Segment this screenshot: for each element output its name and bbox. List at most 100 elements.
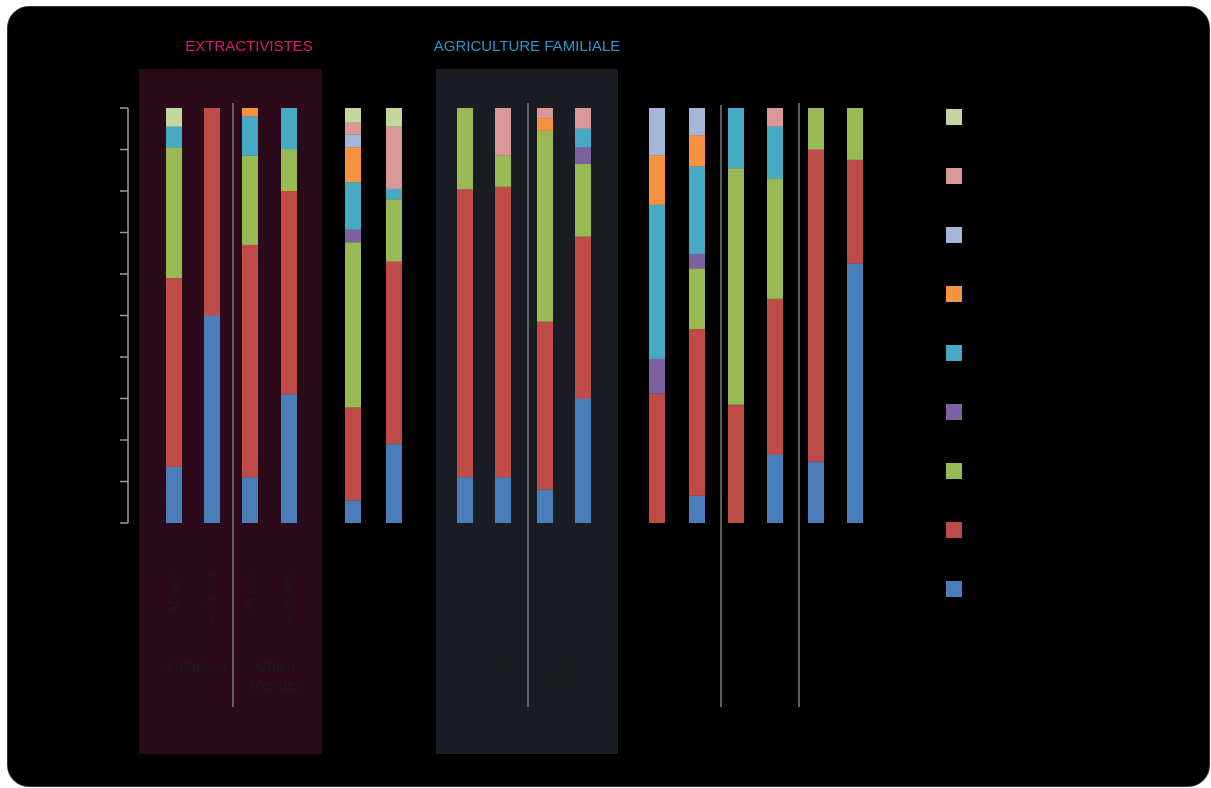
bar-segment: [537, 489, 553, 523]
bar-segment: [728, 404, 744, 523]
site-label: Anapu: [467, 658, 510, 675]
legend-swatch: [946, 522, 962, 538]
bar-segment: [847, 263, 863, 523]
bar-segment: [204, 315, 220, 523]
bar-segment: [767, 298, 783, 455]
bar-segment: [575, 147, 591, 165]
legend-swatch: [946, 109, 962, 125]
site-label-line: Iratapuru: [166, 658, 226, 675]
bar-segment: [575, 108, 591, 129]
legend-swatch: [946, 463, 962, 479]
age-label: + 45 ans: [281, 571, 296, 622]
bar-segment: [281, 108, 297, 150]
bar-segment: [345, 108, 361, 123]
bar-segment: [649, 108, 665, 156]
group-title: EXTRACTIVISTES: [185, 38, 313, 55]
bar-segment: [242, 244, 258, 478]
bar-segment: [728, 168, 744, 405]
bar-segment: [649, 393, 665, 523]
bar-segment: [386, 188, 402, 200]
bar-segment: [345, 134, 361, 148]
bar-segment: [575, 236, 591, 399]
age-label: + 45 ans: [575, 571, 590, 622]
bar-segment: [345, 500, 361, 523]
bar-segment: [386, 199, 402, 262]
bar-segment: [808, 108, 824, 150]
age-label: + 45 ans: [495, 571, 510, 622]
age-label: - 45 ans: [457, 573, 472, 620]
bar-segment: [728, 108, 744, 169]
bar-segment: [689, 108, 705, 136]
bar-segment: [345, 122, 361, 135]
bar-segment: [575, 164, 591, 237]
bar-segment: [689, 329, 705, 496]
site-label-line: Preto: [547, 677, 583, 694]
bar-segment: [166, 126, 182, 148]
bar-segment: [166, 147, 182, 279]
bar-segment: [767, 178, 783, 299]
bar-segment: [649, 358, 665, 394]
site-label: Iratapuru: [166, 658, 226, 675]
bar-segment: [242, 116, 258, 156]
bar-segment: [281, 191, 297, 395]
bar-segment: [537, 321, 553, 490]
bar-segment: [847, 159, 863, 264]
age-label: + 45 ans: [204, 571, 219, 622]
bar-segment: [345, 229, 361, 243]
group-title: AGRICULTURE FAMILIALE: [434, 38, 620, 55]
bar-segment: [808, 461, 824, 523]
bar-segment: [649, 204, 665, 359]
bar-segment: [495, 477, 511, 523]
legend-swatch: [946, 345, 962, 361]
stacked-bar-chart: EXTRACTIVISTES AGRICULTURE FAMILIALE - 45 …: [120, 38, 962, 754]
bar-segment: [495, 186, 511, 478]
legend-swatch: [946, 168, 962, 184]
chart-frame: EXTRACTIVISTES AGRICULTURE FAMILIALE - 45 …: [7, 6, 1210, 787]
age-label: - 45 ans: [242, 573, 257, 620]
bar-segment: [847, 108, 863, 160]
bar-segment: [166, 278, 182, 467]
bar-segment: [345, 242, 361, 408]
bar-segment: [495, 108, 511, 156]
legend-swatch: [946, 581, 962, 597]
bar-segment: [537, 108, 553, 119]
bar-segment: [537, 130, 553, 322]
legend-swatch: [946, 227, 962, 243]
site-label-line: Chico: [257, 658, 295, 675]
site-label: Ouro Preto: [547, 658, 583, 694]
bar-segment: [689, 166, 705, 254]
bar-segment: [537, 118, 553, 131]
bar-segment: [386, 108, 402, 127]
bar-segment: [281, 394, 297, 523]
bar-segment: [767, 108, 783, 127]
bar-segment: [345, 182, 361, 230]
bar-segment: [575, 398, 591, 523]
bar-segment: [689, 135, 705, 167]
bar-segment: [457, 189, 473, 478]
site-label-line: Anapu: [467, 658, 510, 675]
bar-segment: [166, 466, 182, 523]
legend-swatch: [946, 286, 962, 302]
bar-segment: [689, 495, 705, 523]
site-label-line: Ouro: [548, 658, 581, 675]
bar-segment: [166, 108, 182, 127]
bar-segment: [495, 155, 511, 187]
bar-segment: [689, 268, 705, 330]
bar-segment: [386, 261, 402, 445]
bar-segment: [767, 454, 783, 523]
site-label-line: Mendes: [249, 677, 302, 694]
bar-segment: [457, 108, 473, 190]
bar-segment: [649, 155, 665, 205]
bar-segment: [281, 149, 297, 191]
legend-swatch: [946, 404, 962, 420]
bar-segment: [204, 108, 220, 316]
age-label: - 45 ans: [537, 573, 552, 620]
bar-segment: [345, 147, 361, 183]
bar-segment: [457, 477, 473, 523]
bar-segment: [345, 407, 361, 501]
age-label: - 45 ans: [166, 573, 181, 620]
bar-segment: [808, 149, 824, 462]
bar-segment: [575, 128, 591, 148]
bar-segment: [242, 155, 258, 245]
bar-segment: [689, 253, 705, 269]
